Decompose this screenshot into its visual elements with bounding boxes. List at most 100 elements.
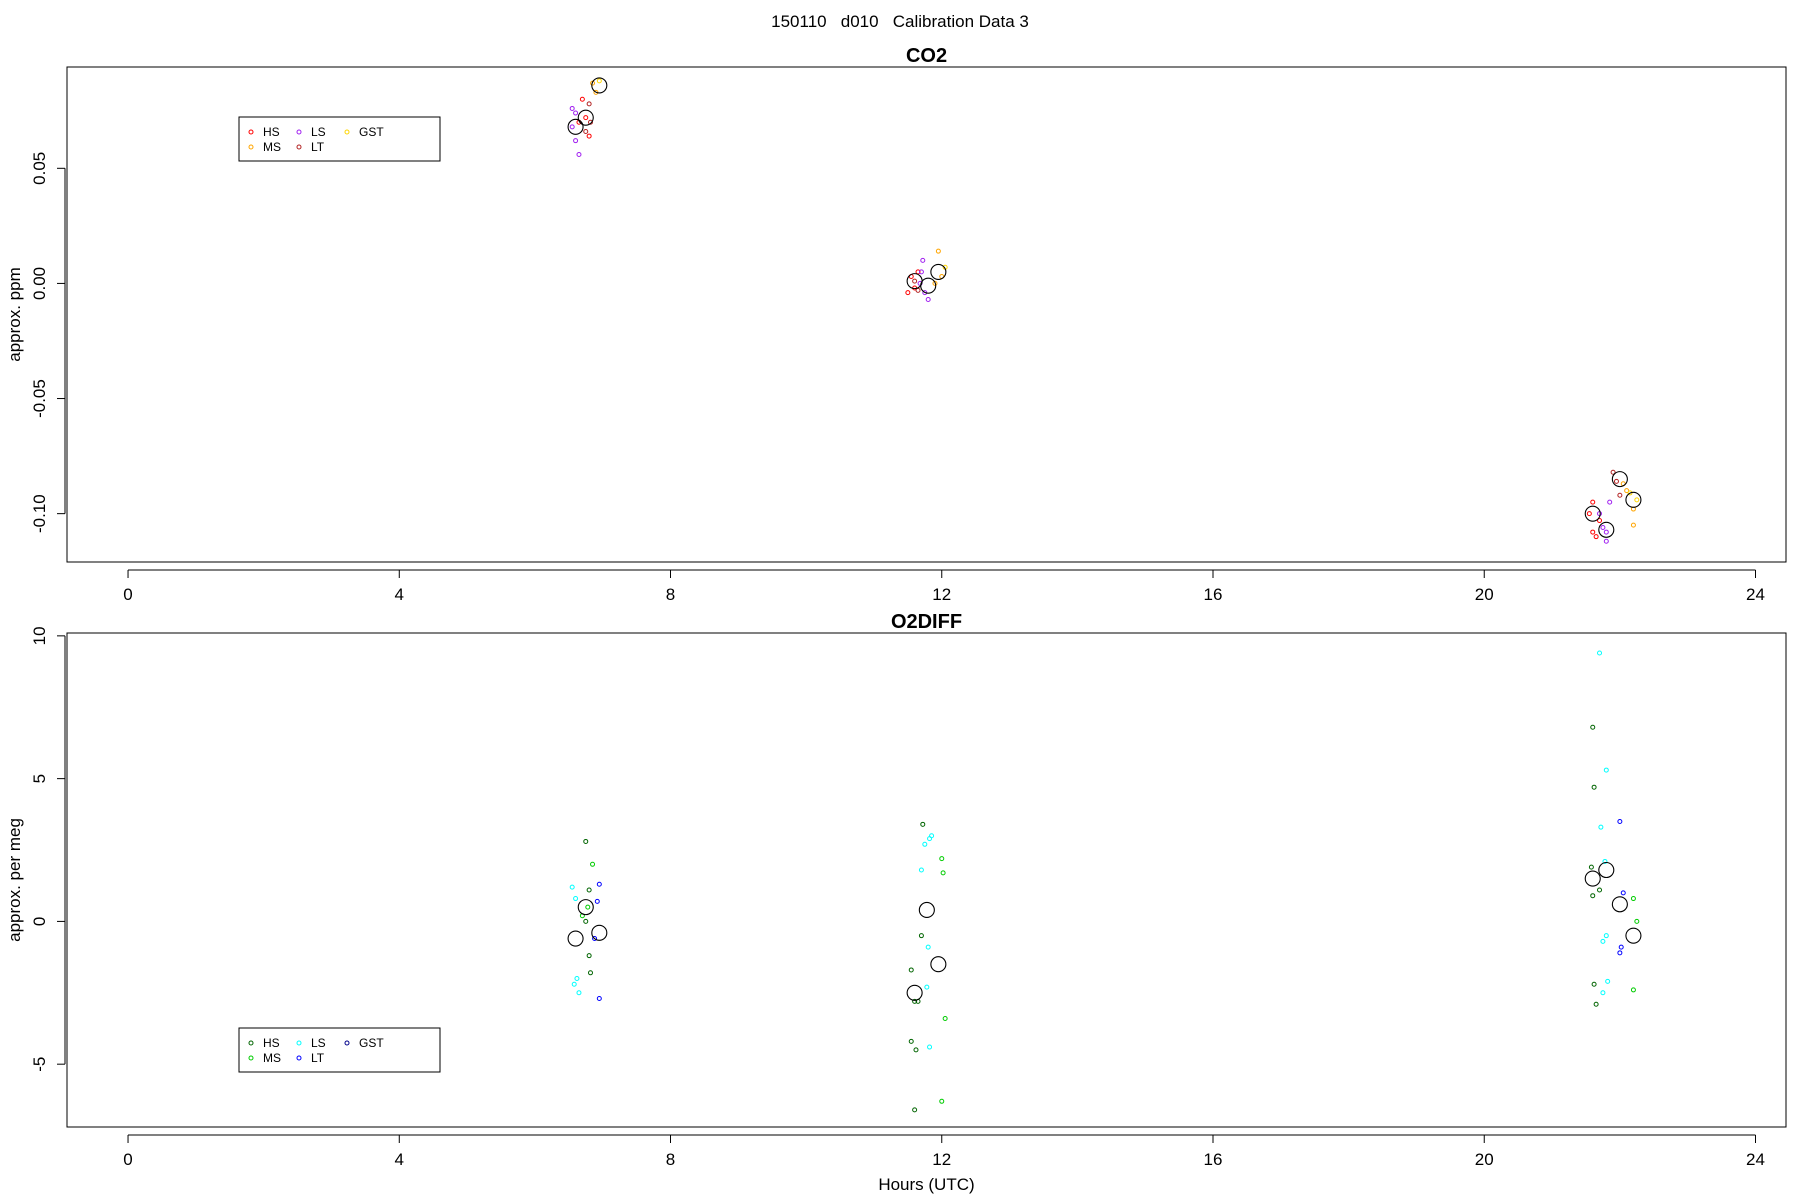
data-point — [1588, 864, 1594, 870]
data-point — [596, 881, 602, 887]
legend-marker — [248, 1055, 254, 1061]
chart-panel-co2: CO2 0 4 8 12 16 20 24 -0.10 -0.05 0.00 0.05 approx. … — [5, 45, 1787, 604]
data-point — [906, 984, 923, 1001]
x-tick-label: 20 — [1475, 585, 1494, 604]
data-point — [596, 78, 602, 84]
series-hs — [583, 724, 1603, 1113]
data-point — [1624, 488, 1630, 494]
panel-title: O2DIFF — [891, 611, 962, 633]
plot-frame — [66, 632, 1787, 1128]
data-point — [915, 287, 921, 293]
x-axis-label: Hours (UTC) — [878, 1175, 974, 1194]
data-point — [912, 278, 918, 284]
legend-label: LS — [311, 1036, 326, 1050]
chart-panel-o2diff: O2DIFF 0 4 8 12 16 20 24 Hours (UTC) -5 0 5 10 approx… — [5, 611, 1787, 1194]
data-point — [586, 887, 592, 893]
data-point — [586, 101, 592, 107]
legend-marker — [296, 1055, 302, 1061]
data-point — [920, 277, 937, 294]
data-point — [1584, 870, 1601, 887]
data-point — [591, 77, 608, 94]
data-point — [939, 1098, 945, 1104]
series-ls — [569, 650, 1611, 1050]
series-ms — [579, 856, 1640, 1104]
data-point — [576, 151, 582, 157]
plot-frame — [66, 66, 1787, 563]
data-point — [927, 1044, 933, 1050]
data-point — [586, 953, 592, 959]
y-tick-label: -0.05 — [30, 379, 49, 418]
data-point — [1617, 818, 1623, 824]
data-point — [1625, 927, 1642, 944]
data-point — [942, 1015, 948, 1021]
data-point — [918, 901, 935, 919]
data-point — [1597, 887, 1603, 893]
data-point — [585, 904, 591, 910]
data-point — [1634, 497, 1640, 503]
data-point — [1600, 990, 1606, 996]
data-point — [573, 110, 579, 116]
x-tick-label: 0 — [123, 1150, 132, 1169]
data-point — [1630, 522, 1636, 528]
x-tick-label: 0 — [123, 585, 132, 604]
data-point — [1603, 933, 1609, 939]
data-point — [1630, 987, 1636, 993]
data-point — [567, 118, 584, 135]
data-point — [1584, 505, 1601, 522]
data-point — [574, 976, 580, 982]
data-point — [1593, 1001, 1599, 1007]
data-point — [918, 867, 924, 873]
data-point — [925, 297, 931, 303]
figure-title: 150110 d010 Calibration Data 3 — [771, 12, 1029, 31]
legend-label: HS — [263, 125, 280, 139]
panel-title: CO2 — [906, 45, 947, 67]
data-point — [1617, 492, 1623, 498]
data-point — [1598, 861, 1615, 879]
data-point — [1610, 469, 1616, 475]
data-point — [929, 833, 935, 839]
data-point — [940, 870, 946, 876]
data-point — [918, 933, 924, 939]
data-point — [1603, 767, 1609, 773]
legend-box — [238, 1027, 441, 1073]
data-point — [939, 856, 945, 862]
data-point — [1598, 824, 1604, 830]
data-point — [577, 109, 594, 126]
y-axis-label: approx. ppm — [5, 267, 24, 362]
legend-marker — [296, 144, 302, 150]
series-mean — [567, 861, 1642, 1001]
data-point — [1607, 499, 1613, 505]
y-tick-label: -0.10 — [30, 494, 49, 533]
y-axis-label: approx. per meg — [5, 818, 24, 942]
y-tick-label: -5 — [30, 1057, 49, 1072]
data-point — [569, 124, 575, 130]
data-point — [1586, 511, 1592, 517]
data-point — [1603, 529, 1609, 535]
data-point — [912, 998, 918, 1004]
data-point — [922, 841, 928, 847]
data-point — [573, 896, 579, 902]
data-point — [1597, 650, 1603, 656]
x-tick-label: 12 — [932, 585, 951, 604]
legend-box — [238, 116, 441, 162]
legend-marker — [248, 129, 254, 135]
data-point — [577, 899, 594, 916]
y-tick-label: 10 — [30, 626, 49, 645]
data-point — [1590, 724, 1596, 730]
data-point — [925, 944, 931, 950]
series-ls — [569, 105, 1613, 544]
data-point — [905, 290, 911, 296]
data-point — [912, 1107, 918, 1113]
data-point — [573, 138, 579, 144]
data-point — [1590, 893, 1596, 899]
x-tick-label: 8 — [666, 585, 675, 604]
y-tick-label: 0 — [30, 917, 49, 926]
data-point — [583, 115, 589, 121]
legend-label: LT — [311, 1051, 325, 1065]
data-point — [908, 1038, 914, 1044]
data-point — [594, 898, 600, 904]
data-point — [1625, 491, 1642, 508]
data-point — [1593, 534, 1599, 540]
